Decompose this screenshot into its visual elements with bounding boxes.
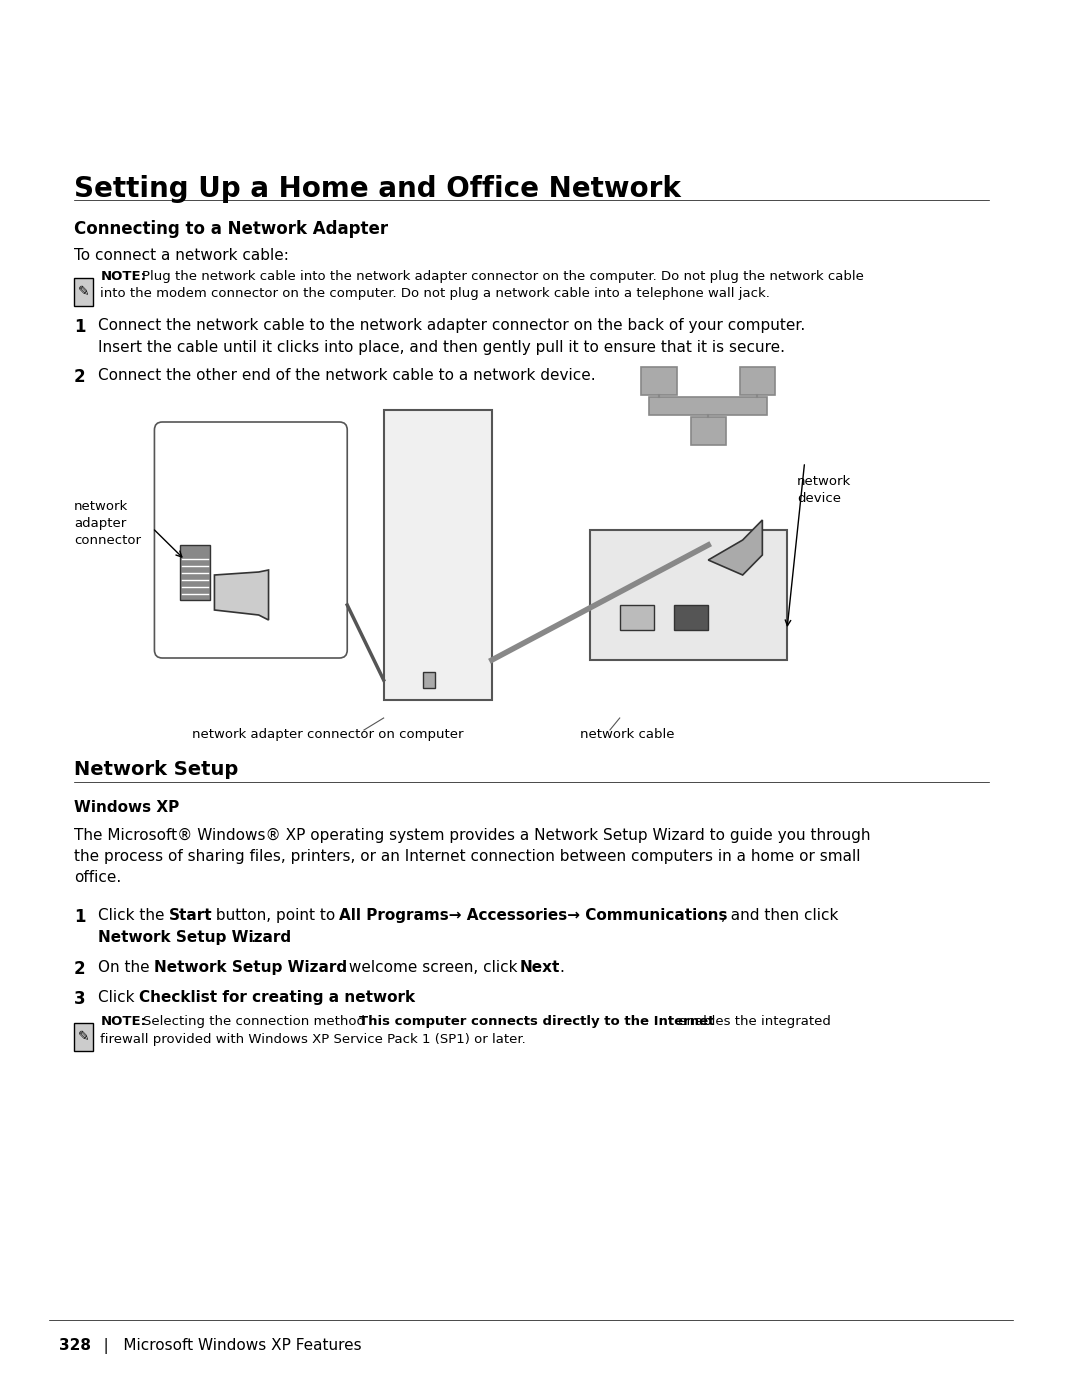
Polygon shape (708, 520, 762, 576)
Text: .: . (251, 930, 256, 944)
Text: Network Setup: Network Setup (73, 760, 238, 780)
Bar (590, 529, 787, 659)
Text: 2: 2 (73, 960, 85, 978)
Bar (740, 367, 775, 395)
Text: NOTE:: NOTE: (100, 1016, 146, 1028)
FancyBboxPatch shape (73, 278, 94, 306)
Text: Network Setup Wizard: Network Setup Wizard (98, 930, 292, 944)
Text: On the: On the (98, 960, 154, 975)
Text: ✎: ✎ (78, 1030, 90, 1044)
Text: |   Microsoft Windows XP Features: | Microsoft Windows XP Features (89, 1338, 361, 1354)
Polygon shape (215, 570, 269, 620)
Bar (423, 672, 435, 687)
Text: ✎: ✎ (78, 285, 90, 299)
Text: Windows XP: Windows XP (73, 800, 179, 814)
Text: 328: 328 (59, 1338, 91, 1354)
Text: 1: 1 (73, 319, 85, 337)
Text: into the modem connector on the computer. Do not plug a network cable into a tel: into the modem connector on the computer… (100, 286, 770, 300)
Text: Selecting the connection method: Selecting the connection method (143, 1016, 369, 1028)
Text: firewall provided with Windows XP Service Pack 1 (SP1) or later.: firewall provided with Windows XP Servic… (100, 1032, 526, 1046)
Text: Click the: Click the (98, 908, 170, 923)
Bar (674, 605, 708, 630)
Text: button, point to: button, point to (212, 908, 340, 923)
Text: NOTE:: NOTE: (100, 270, 146, 284)
FancyBboxPatch shape (73, 1023, 94, 1051)
Text: This computer connects directly to the Internet: This computer connects directly to the I… (359, 1016, 714, 1028)
Text: network adapter connector on computer: network adapter connector on computer (192, 728, 463, 740)
Text: .: . (410, 990, 416, 1004)
Text: 1: 1 (73, 908, 85, 926)
Text: To connect a network cable:: To connect a network cable: (73, 249, 288, 263)
Text: Network Setup Wizard: Network Setup Wizard (154, 960, 347, 975)
Text: Connecting to a Network Adapter: Connecting to a Network Adapter (73, 219, 388, 237)
Text: Connect the other end of the network cable to a network device.: Connect the other end of the network cab… (98, 367, 596, 383)
Text: network cable: network cable (580, 728, 675, 740)
FancyBboxPatch shape (154, 422, 348, 658)
Text: Insert the cable until it clicks into place, and then gently pull it to ensure t: Insert the cable until it clicks into pl… (98, 339, 785, 355)
Bar (690, 416, 726, 446)
Bar (642, 367, 677, 395)
Text: Setting Up a Home and Office Network: Setting Up a Home and Office Network (73, 175, 680, 203)
Text: enables the integrated: enables the integrated (674, 1016, 831, 1028)
Text: Plug the network cable into the network adapter connector on the computer. Do no: Plug the network cable into the network … (141, 270, 864, 284)
Text: The Microsoft® Windows® XP operating system provides a Network Setup Wizard to g: The Microsoft® Windows® XP operating sys… (73, 828, 870, 886)
Bar (620, 605, 654, 630)
Text: , and then click: , and then click (720, 908, 838, 923)
Bar (180, 545, 210, 599)
Text: All Programs→ Accessories→ Communications: All Programs→ Accessories→ Communication… (338, 908, 727, 923)
Text: welcome screen, click: welcome screen, click (343, 960, 523, 975)
Text: Click: Click (98, 990, 139, 1004)
Bar (383, 409, 491, 700)
Text: Connect the network cable to the network adapter connector on the back of your c: Connect the network cable to the network… (98, 319, 806, 332)
Text: 2: 2 (73, 367, 85, 386)
Text: Start: Start (168, 908, 212, 923)
Text: .: . (559, 960, 564, 975)
Bar (649, 397, 767, 415)
Text: Checklist for creating a network: Checklist for creating a network (139, 990, 415, 1004)
Text: network
adapter
connector: network adapter connector (73, 500, 140, 548)
Text: Next: Next (519, 960, 559, 975)
Text: network
device: network device (797, 475, 851, 504)
Text: 3: 3 (73, 990, 85, 1009)
